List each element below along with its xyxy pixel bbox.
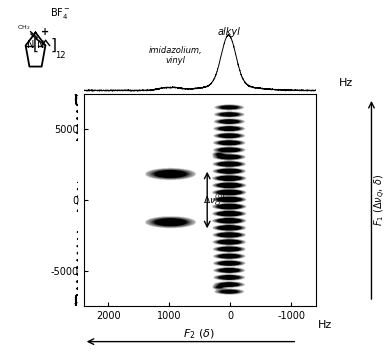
Text: ]: ] <box>50 38 57 53</box>
Text: N: N <box>37 40 44 50</box>
Text: Hz: Hz <box>318 320 332 330</box>
Text: alkyl: alkyl <box>217 27 240 37</box>
Text: imidazolium,
vinyl: imidazolium, vinyl <box>149 46 202 65</box>
Text: $\Delta\nu_Q^{(0)}$: $\Delta\nu_Q^{(0)}$ <box>203 192 225 208</box>
Text: $\mathrm{CH_2}$: $\mathrm{CH_2}$ <box>17 24 30 33</box>
Text: N: N <box>27 40 34 50</box>
Text: [: [ <box>33 38 39 53</box>
Text: Hz: Hz <box>339 78 354 88</box>
Text: $F_1$ ($\Delta\nu_Q$, $\delta$): $F_1$ ($\Delta\nu_Q$, $\delta$) <box>373 174 388 226</box>
Text: $\mathrm{BF_4^-}$: $\mathrm{BF_4^-}$ <box>50 6 71 21</box>
Text: 12: 12 <box>55 51 66 59</box>
Text: +: + <box>41 27 49 37</box>
Text: $F_2$ ($\delta$): $F_2$ ($\delta$) <box>183 327 215 341</box>
